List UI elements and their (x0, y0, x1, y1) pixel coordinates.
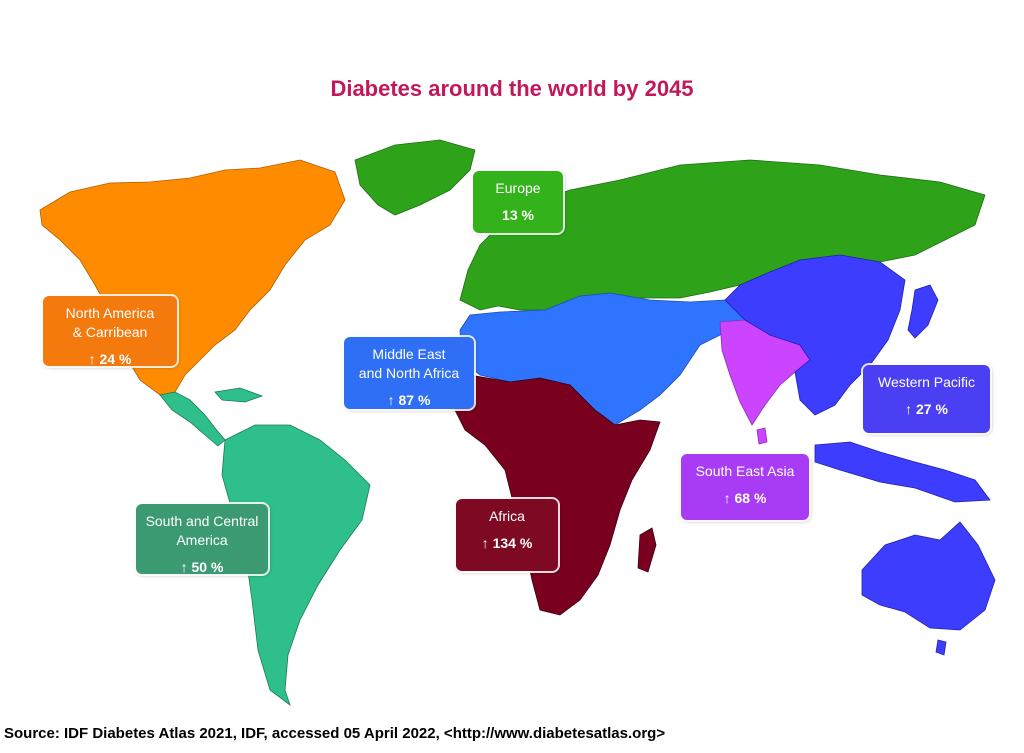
region-label-africa: Africa ↑ 134 % (456, 499, 558, 571)
region-label-south-east-asia: South East Asia ↑ 68 % (681, 454, 809, 520)
region-label-western-pacific: Western Pacific ↑ 27 % (863, 365, 990, 433)
region-name: Western Pacific (878, 374, 975, 390)
region-label-mena: Middle East and North Africa ↑ 87 % (344, 337, 474, 409)
region-label-south-central-america: South and Central America ↑ 50 % (136, 504, 268, 575)
region-name: South and Central America (145, 513, 259, 548)
region-change: ↑ 68 % (723, 490, 767, 506)
region-shape-new-zealand (935, 639, 947, 656)
region-shape-western-pacific (724, 254, 906, 416)
region-shape-central-america (159, 391, 226, 447)
source-note: Source: IDF Diabetes Atlas 2021, IDF, ac… (4, 725, 666, 742)
region-shape-madagascar (637, 527, 657, 573)
region-change: ↑ 87 % (387, 392, 431, 408)
region-change: ↑ 27 % (905, 401, 948, 417)
map-title: Diabetes around the world by 2045 (330, 76, 694, 101)
region-shape-sri-lanka (756, 427, 768, 445)
region-shape-caribbean (214, 387, 264, 403)
region-change: ↑ 134 % (481, 535, 533, 551)
region-shape-japan (907, 284, 939, 339)
region-label-europe: Europe 13 % (473, 171, 563, 233)
region-name: Europe (495, 180, 541, 196)
region-shape-australia (861, 521, 996, 631)
region-name: Africa (489, 508, 525, 524)
region-name: South East Asia (695, 463, 795, 479)
region-shape-africa (454, 374, 661, 616)
region-label-north-america: North America & Carribean ↑ 24 % (43, 296, 177, 367)
region-shape-greenland (354, 139, 476, 216)
region-change: ↑ 24 % (88, 351, 132, 367)
region-shape-indonesia (814, 441, 991, 503)
region-change: 13 % (502, 207, 534, 223)
region-name: Middle East and North Africa (358, 346, 460, 381)
region-change: ↑ 50 % (180, 559, 224, 575)
region-name: North America & Carribean (65, 305, 155, 340)
